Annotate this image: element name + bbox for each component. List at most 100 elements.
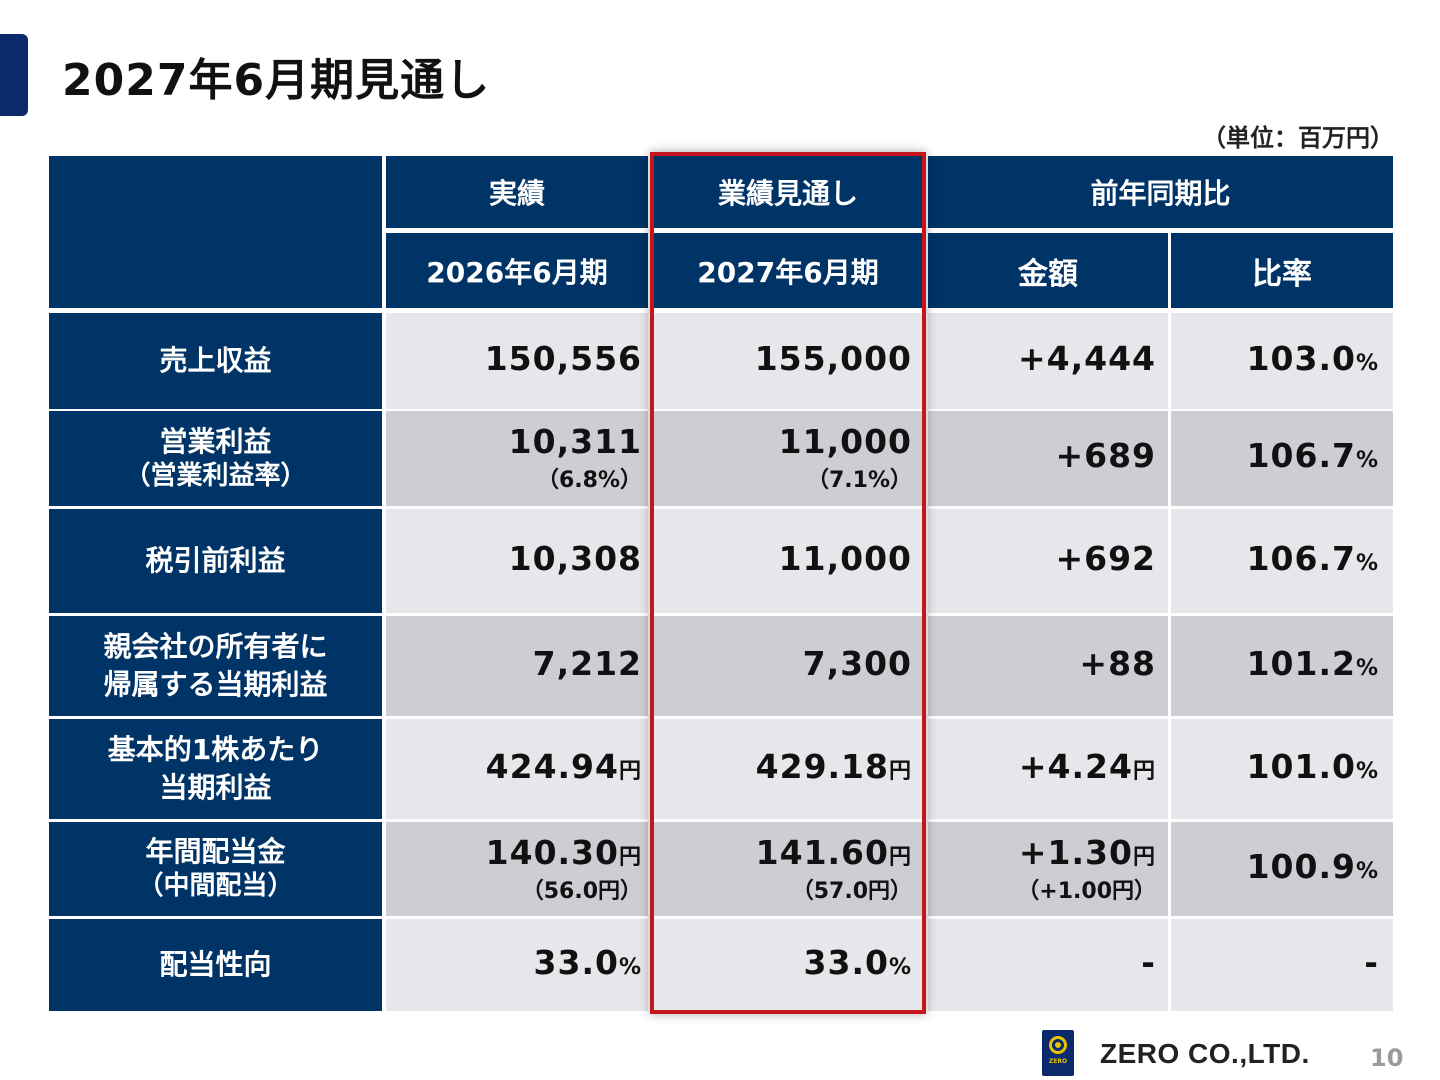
amount-unit: 円 [1132, 758, 1156, 784]
amount-value: - [1141, 942, 1156, 982]
forecast-value: 33.0 [803, 942, 889, 982]
page-title: 2027年6月期見通し [62, 55, 491, 106]
amount-cell: +88 [928, 616, 1168, 716]
amount-value: +88 [1079, 643, 1156, 683]
ratio-value: 106.7 [1246, 538, 1356, 578]
row-label-line1: 親会社の所有者に [103, 630, 328, 663]
header-actual-group: 実績 [386, 156, 648, 228]
ratio-cell: 101.0% [1171, 719, 1393, 819]
company-name: ZERO CO.,LTD. [1100, 1038, 1310, 1069]
forecast-value: 11,000 [778, 422, 912, 461]
ratio-cell: 106.7% [1171, 411, 1393, 506]
header-forecast-group: 業績見通し [652, 156, 924, 228]
amount-cell: +689 [928, 411, 1168, 506]
ratio-value: 101.0 [1246, 746, 1356, 786]
ratio-value: 101.2 [1246, 643, 1356, 683]
forecast-value: 141.60 [755, 832, 889, 872]
forecast-cell: 155,000 [652, 313, 924, 409]
forecast-value: 429.18 [755, 746, 889, 786]
actual-cell: 10,308 [386, 509, 648, 613]
actual-cell: 150,556 [386, 313, 648, 409]
amount-unit: 円 [1132, 844, 1156, 870]
ratio-value: - [1364, 942, 1379, 982]
ratio-value: 103.0 [1246, 338, 1356, 378]
row-label: 税引前利益 [49, 509, 382, 613]
row-label: 年間配当金 （中間配当） [49, 822, 382, 916]
amount-cell: +1.30円 （+1.00円） [928, 822, 1168, 916]
forecast-unit: 円 [888, 844, 912, 870]
title-accent-bar [0, 34, 28, 116]
header-yoy-group: 前年同期比 [928, 156, 1393, 228]
actual-value: 150,556 [484, 338, 642, 378]
amount-cell: +4.24円 [928, 719, 1168, 819]
ratio-cell: - [1171, 919, 1393, 1011]
actual-value: 10,308 [508, 538, 642, 578]
forecast-value: 155,000 [754, 338, 912, 378]
amount-value: +689 [1055, 436, 1156, 475]
forecast-sub: （7.1%） [806, 468, 912, 493]
unit-note: （単位：百万円） [1202, 124, 1394, 152]
actual-value: 424.94 [485, 746, 619, 786]
row-label-line2: （営業利益率） [124, 460, 307, 491]
ratio-cell: 106.7% [1171, 509, 1393, 613]
ratio-unit: % [1355, 758, 1379, 784]
amount-value: +692 [1055, 538, 1156, 578]
forecast-cell: 7,300 [652, 616, 924, 716]
actual-unit: % [618, 954, 642, 980]
ratio-value: 106.7 [1246, 436, 1356, 475]
amount-cell: +4,444 [928, 313, 1168, 409]
forecast-cell: 33.0% [652, 919, 924, 1011]
actual-value: 7,212 [532, 643, 642, 683]
forecast-cell: 11,000 [652, 509, 924, 613]
amount-cell: +692 [928, 509, 1168, 613]
amount-value: +4.24 [1018, 746, 1133, 786]
forecast-cell: 429.18円 [652, 719, 924, 819]
forecast-unit: 円 [888, 758, 912, 784]
forecast-value: 11,000 [778, 538, 912, 578]
forecast-value: 7,300 [802, 643, 912, 683]
actual-cell: 7,212 [386, 616, 648, 716]
actual-unit: 円 [618, 758, 642, 784]
actual-value: 140.30 [485, 832, 619, 872]
row-label-line1: 税引前利益 [145, 544, 286, 577]
row-label: 親会社の所有者に 帰属する当期利益 [49, 616, 382, 716]
actual-unit: 円 [618, 844, 642, 870]
logo-ring-icon [1049, 1036, 1067, 1054]
actual-cell: 140.30円 （56.0円） [386, 822, 648, 916]
actual-value: 10,311 [508, 422, 642, 461]
row-label-line1: 配当性向 [159, 948, 272, 981]
logo-text: ZERO [1048, 1058, 1068, 1065]
ratio-unit: % [1355, 448, 1379, 473]
actual-cell: 10,311 （6.8%） [386, 411, 648, 506]
header-actual-period: 2026年6月期 [386, 233, 648, 308]
ratio-unit: % [1355, 550, 1379, 576]
ratio-value: 100.9 [1246, 846, 1356, 886]
amount-cell: - [928, 919, 1168, 1011]
header-ratio: 比率 [1171, 233, 1393, 308]
row-label-line1: 基本的1株あたり [107, 733, 324, 766]
row-label-line2: 当期利益 [159, 771, 272, 804]
row-label: 売上収益 [49, 313, 382, 409]
actual-value: 33.0 [533, 942, 619, 982]
ratio-unit: % [1355, 655, 1379, 681]
company-logo: ZERO [1042, 1030, 1074, 1076]
actual-cell: 424.94円 [386, 719, 648, 819]
page-number: 10 [1370, 1044, 1404, 1072]
forecast-sub: （57.0円） [791, 878, 912, 904]
amount-value: +1.30 [1018, 832, 1133, 872]
header-amount: 金額 [928, 233, 1168, 308]
ratio-cell: 100.9% [1171, 822, 1393, 916]
header-forecast-period: 2027年6月期 [652, 233, 924, 308]
row-label-line1: 営業利益 [159, 424, 272, 458]
forecast-cell: 11,000 （7.1%） [652, 411, 924, 506]
amount-value: +4,444 [1017, 338, 1156, 378]
ratio-unit: % [1355, 858, 1379, 884]
row-label-line1: 年間配当金 [145, 835, 286, 868]
ratio-cell: 103.0% [1171, 313, 1393, 409]
amount-sub: （+1.00円） [1017, 878, 1156, 904]
ratio-cell: 101.2% [1171, 616, 1393, 716]
forecast-unit: % [888, 954, 912, 980]
ratio-unit: % [1355, 350, 1379, 376]
row-label: 営業利益 （営業利益率） [49, 411, 382, 506]
row-label-line2: （中間配当） [137, 871, 294, 901]
